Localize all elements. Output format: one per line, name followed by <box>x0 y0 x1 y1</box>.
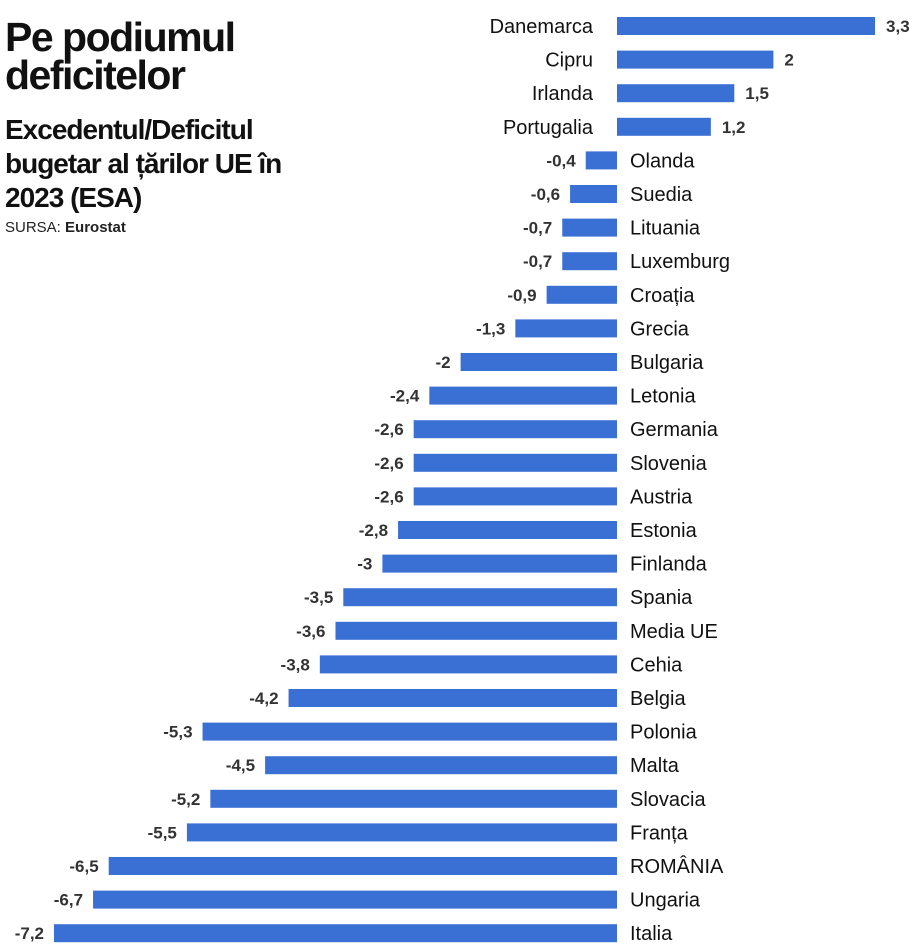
bar <box>429 386 617 405</box>
value-label: -2,6 <box>374 454 403 473</box>
category-label: Finlanda <box>630 554 708 576</box>
bar <box>562 218 617 237</box>
category-label: Polonia <box>630 722 698 744</box>
category-label: Bulgaria <box>630 352 704 374</box>
bar <box>546 285 617 304</box>
bar <box>335 621 617 640</box>
value-label: -3 <box>357 555 372 574</box>
category-label: Slovenia <box>630 453 708 475</box>
bar <box>319 655 617 674</box>
category-label: Croația <box>630 285 695 307</box>
value-label: 2 <box>784 51 793 70</box>
category-label: Lituania <box>630 218 701 240</box>
category-label: Slovacia <box>630 789 706 811</box>
source-label: SURSA: <box>5 219 61 236</box>
source-name: Eurostat <box>65 219 126 236</box>
category-label: Media UE <box>630 621 718 643</box>
value-label: -4,5 <box>226 756 255 775</box>
bar <box>210 789 618 808</box>
category-label: Austria <box>630 486 693 508</box>
bar <box>186 823 617 842</box>
value-label: -0,9 <box>507 286 536 305</box>
category-label: Ungaria <box>630 890 701 912</box>
bar <box>413 420 617 439</box>
value-label: -3,5 <box>304 588 333 607</box>
category-label: Italia <box>630 923 673 944</box>
value-label: -1,3 <box>476 319 505 338</box>
category-label: Luxemburg <box>630 251 730 273</box>
bar <box>617 17 876 35</box>
bar <box>570 185 617 203</box>
category-label: Danemarca <box>490 16 594 38</box>
bar <box>93 890 617 909</box>
category-label: Suedia <box>630 184 693 206</box>
category-label: Irlanda <box>532 83 594 105</box>
value-label: -5,5 <box>148 823 177 842</box>
category-label: Malta <box>630 755 680 777</box>
category-label: Franța <box>630 822 689 844</box>
chart-source: SURSA: Eurostat <box>5 219 305 236</box>
bar <box>562 252 617 271</box>
bar <box>413 453 617 472</box>
value-label: -0,6 <box>531 185 560 204</box>
value-label: -5,3 <box>163 723 192 742</box>
bar <box>265 756 617 775</box>
value-label: -3,8 <box>281 655 310 674</box>
bar <box>398 521 617 539</box>
category-label: Portugalia <box>503 117 594 139</box>
value-label: -2 <box>435 353 450 372</box>
category-label: Letonia <box>630 386 696 408</box>
bar <box>288 689 617 707</box>
value-label: 3,3 <box>886 17 910 36</box>
value-label: -5,2 <box>171 790 200 809</box>
chart-header: Pe podiumul deficitelor Excedentul/Defic… <box>5 14 305 237</box>
value-label: -3,6 <box>296 622 325 641</box>
bar <box>108 857 617 875</box>
value-label: -2,6 <box>374 420 403 439</box>
category-label: ROMÂNIA <box>630 855 724 878</box>
bar <box>515 319 617 338</box>
category-label: Estonia <box>630 520 698 542</box>
value-label: 1,2 <box>722 118 746 137</box>
value-label: -0,7 <box>523 219 552 238</box>
value-label: -0,7 <box>523 252 552 271</box>
bar <box>585 151 617 170</box>
bar <box>202 722 618 741</box>
category-label: Germania <box>630 419 719 441</box>
chart-subtitle: Excedentul/Deficitul bugetar al țărilor … <box>5 114 282 213</box>
value-label: -7,2 <box>15 924 44 943</box>
category-label: Spania <box>630 587 693 609</box>
value-label: -2,8 <box>359 521 388 540</box>
bar <box>382 554 617 573</box>
category-label: Cehia <box>630 654 683 676</box>
bar <box>460 353 617 371</box>
value-label: -0,4 <box>546 151 576 170</box>
category-label: Grecia <box>630 318 690 340</box>
value-label: -2,4 <box>390 387 420 406</box>
bar <box>617 117 711 136</box>
bar <box>413 487 617 506</box>
value-label: -6,7 <box>54 891 83 910</box>
bar <box>53 924 617 943</box>
value-label: -2,6 <box>374 487 403 506</box>
value-label: 1,5 <box>745 84 769 103</box>
bar <box>617 84 735 103</box>
chart-title: Pe podiumul deficitelor <box>5 14 236 98</box>
value-label: -4,2 <box>249 689 278 708</box>
category-label: Olanda <box>630 150 695 172</box>
bar <box>343 588 617 607</box>
category-label: Belgia <box>630 688 686 710</box>
category-label: Cipru <box>545 50 593 72</box>
bar <box>617 50 774 69</box>
value-label: -6,5 <box>69 857 98 876</box>
